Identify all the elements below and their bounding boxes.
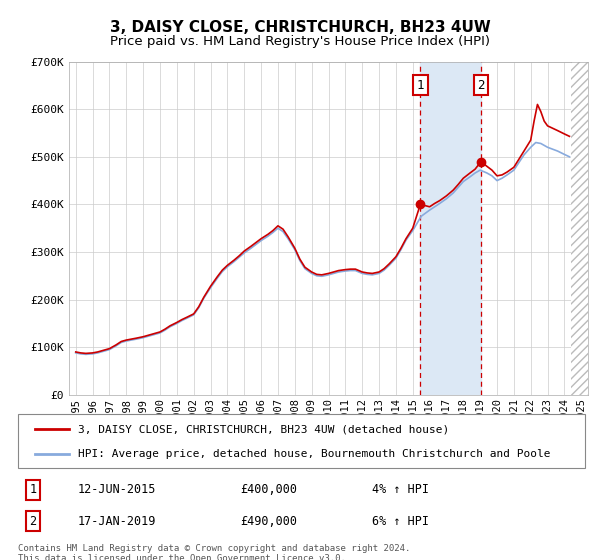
Text: 3, DAISY CLOSE, CHRISTCHURCH, BH23 4UW: 3, DAISY CLOSE, CHRISTCHURCH, BH23 4UW bbox=[110, 20, 490, 35]
Text: HPI: Average price, detached house, Bournemouth Christchurch and Poole: HPI: Average price, detached house, Bour… bbox=[77, 449, 550, 459]
Text: 12-JUN-2015: 12-JUN-2015 bbox=[78, 483, 157, 496]
Text: 3, DAISY CLOSE, CHRISTCHURCH, BH23 4UW (detached house): 3, DAISY CLOSE, CHRISTCHURCH, BH23 4UW (… bbox=[77, 424, 449, 435]
Text: 6% ↑ HPI: 6% ↑ HPI bbox=[372, 515, 429, 528]
Text: 2: 2 bbox=[29, 515, 37, 528]
Text: 1: 1 bbox=[29, 483, 37, 496]
Text: 2: 2 bbox=[477, 79, 485, 92]
Text: £490,000: £490,000 bbox=[240, 515, 297, 528]
Text: Price paid vs. HM Land Registry's House Price Index (HPI): Price paid vs. HM Land Registry's House … bbox=[110, 35, 490, 48]
Bar bbox=[421, 62, 481, 395]
Text: 1: 1 bbox=[416, 79, 424, 92]
Bar bbox=[571, 62, 588, 395]
Text: 17-JAN-2019: 17-JAN-2019 bbox=[78, 515, 157, 528]
Text: This data is licensed under the Open Government Licence v3.0.: This data is licensed under the Open Gov… bbox=[18, 554, 346, 560]
Text: Contains HM Land Registry data © Crown copyright and database right 2024.: Contains HM Land Registry data © Crown c… bbox=[18, 544, 410, 553]
Text: £400,000: £400,000 bbox=[240, 483, 297, 496]
Text: 4% ↑ HPI: 4% ↑ HPI bbox=[372, 483, 429, 496]
